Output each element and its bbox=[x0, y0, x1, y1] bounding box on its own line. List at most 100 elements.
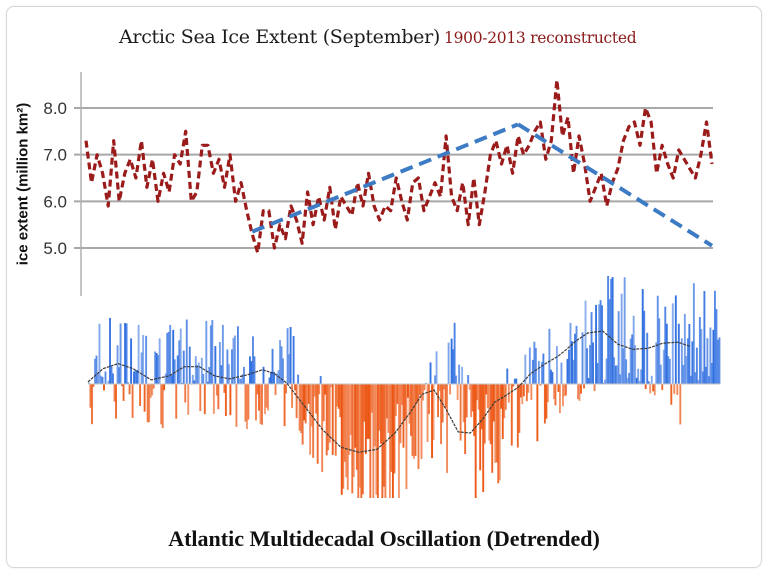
amo-bar-negative bbox=[431, 384, 433, 459]
amo-bar-negative bbox=[339, 384, 342, 418]
amo-bar-positive bbox=[671, 303, 674, 384]
amo-bar-positive bbox=[253, 356, 256, 384]
amo-bar-negative bbox=[229, 384, 232, 416]
amo-bar-negative bbox=[661, 384, 664, 391]
amo-bar-positive bbox=[185, 319, 188, 384]
amo-bar-negative bbox=[291, 384, 294, 408]
amo-bar-negative bbox=[468, 384, 471, 390]
amo-bar-positive bbox=[631, 334, 634, 384]
amo-bar-positive bbox=[116, 345, 119, 384]
amo-bar-positive bbox=[172, 329, 175, 384]
amo-bar-negative bbox=[402, 384, 405, 448]
amo-bar-negative bbox=[388, 384, 391, 498]
amo-bar-positive bbox=[110, 366, 113, 384]
amo-bar-negative bbox=[652, 384, 655, 392]
amo-bar-positive bbox=[227, 364, 230, 384]
amo-bar-negative bbox=[649, 384, 652, 394]
amo-bar-negative bbox=[128, 384, 131, 395]
amo-bar-negative bbox=[385, 384, 388, 419]
amo-bar-positive bbox=[638, 380, 641, 384]
amo-bar-negative bbox=[407, 384, 409, 398]
amo-bar-negative bbox=[394, 384, 397, 417]
amo-bar-positive bbox=[434, 375, 436, 384]
amo-bar-positive bbox=[205, 320, 208, 384]
amo-bar-positive bbox=[515, 378, 518, 384]
amo-bar-negative bbox=[355, 384, 358, 470]
amo-bar-positive bbox=[706, 338, 709, 384]
amo-bar-positive bbox=[608, 299, 611, 384]
amo-bar-positive bbox=[589, 345, 591, 384]
amo-bar-negative bbox=[224, 384, 227, 417]
amo-bar-positive bbox=[704, 366, 707, 384]
amo-bar-negative bbox=[522, 384, 525, 397]
amo-bar-negative bbox=[580, 384, 582, 394]
amo-bar-negative bbox=[375, 384, 378, 495]
amo-bar-positive bbox=[566, 358, 569, 384]
amo-bar-positive bbox=[450, 338, 453, 384]
amo-bar-negative bbox=[357, 384, 360, 498]
amo-bar-positive bbox=[575, 325, 578, 384]
amo-bar-negative bbox=[438, 384, 441, 391]
amo-bar-positive bbox=[112, 373, 114, 384]
amo-bar-negative bbox=[313, 384, 316, 397]
amo-bar-positive bbox=[694, 372, 697, 384]
amo-bar-positive bbox=[665, 323, 668, 384]
amo-bar-negative bbox=[334, 384, 337, 456]
amo-bar-negative bbox=[306, 384, 309, 409]
amo-bar-positive bbox=[193, 380, 196, 384]
amo-bar-positive bbox=[607, 276, 610, 384]
amo-bar-positive bbox=[686, 338, 689, 384]
amo-bar-positive bbox=[641, 289, 644, 384]
amo-bar-negative bbox=[546, 384, 549, 403]
amo-bar-negative bbox=[151, 384, 154, 396]
amo-bar-negative bbox=[459, 384, 462, 441]
amo-bar-negative bbox=[480, 384, 483, 430]
amo-bar-positive bbox=[574, 333, 576, 384]
amo-bar-negative bbox=[349, 384, 352, 435]
amo-bar-negative bbox=[340, 384, 343, 495]
amo-bar-positive bbox=[214, 346, 217, 384]
amo-bar-positive bbox=[506, 368, 509, 384]
amo-bar-negative bbox=[301, 384, 304, 445]
amo-bar-negative bbox=[303, 384, 306, 421]
amo-bar-negative bbox=[485, 384, 488, 395]
amo-bar-negative bbox=[488, 384, 491, 441]
title-subtitle: 1900-2013 reconstructed bbox=[444, 29, 637, 47]
amo-bar-positive bbox=[560, 362, 563, 384]
amo-bar-positive bbox=[429, 362, 432, 384]
amo-bar-negative bbox=[476, 384, 479, 401]
amo-bar-negative bbox=[565, 384, 567, 396]
amo-bar-negative bbox=[577, 384, 579, 400]
amo-bar-positive bbox=[713, 290, 716, 384]
amo-bar-positive bbox=[170, 375, 173, 384]
amo-bar-negative bbox=[258, 384, 260, 411]
amo-bar-negative bbox=[261, 384, 263, 425]
amo-bar-negative bbox=[673, 384, 676, 394]
amo-bar-positive bbox=[623, 277, 626, 384]
amo-bar-positive bbox=[655, 342, 658, 384]
amo-bar-negative bbox=[379, 384, 382, 444]
amo-bar-negative bbox=[283, 384, 286, 427]
amo-bar-positive bbox=[188, 346, 191, 384]
amo-bar-positive bbox=[241, 374, 244, 384]
amo-bar-negative bbox=[413, 384, 415, 459]
amo-bar-positive bbox=[178, 340, 181, 384]
amo-bar-positive bbox=[157, 355, 160, 384]
amo-bar-positive bbox=[221, 324, 224, 384]
trend-lines bbox=[251, 122, 714, 248]
amo-bar-negative bbox=[246, 384, 248, 430]
amo-bar-positive bbox=[695, 347, 698, 384]
amo-bar-positive bbox=[709, 327, 712, 384]
amo-bar-positive bbox=[598, 304, 601, 384]
amo-bar-positive bbox=[133, 371, 136, 384]
amo-bar-negative bbox=[390, 384, 393, 472]
amo-bar-negative bbox=[373, 384, 376, 447]
amo-bar-negative bbox=[428, 384, 430, 415]
amo-bar-positive bbox=[656, 295, 659, 384]
amo-bar-positive bbox=[620, 293, 623, 384]
amo-bar-positive bbox=[125, 323, 128, 384]
amo-bar-positive bbox=[154, 351, 157, 384]
amo-bar-positive bbox=[710, 363, 713, 384]
amo-bar-negative bbox=[358, 384, 361, 488]
amo-bar-negative bbox=[503, 384, 506, 419]
